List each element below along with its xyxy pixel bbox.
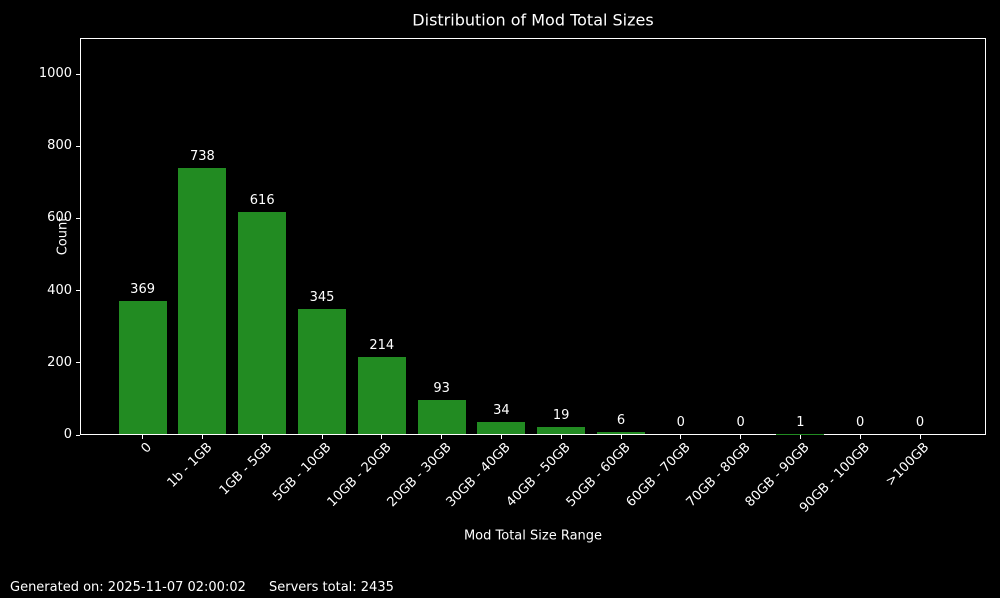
bar — [178, 167, 227, 434]
y-tick-mark — [76, 290, 80, 292]
footer: Generated on: 2025-11-07 02:00:02 Server… — [10, 580, 394, 595]
bar-value-label: 6 — [616, 412, 626, 428]
bottom-divider-line — [0, 598, 1000, 600]
bar — [357, 356, 406, 434]
x-tick-label: 1b - 1GB — [164, 440, 216, 491]
y-axis-label: Count — [55, 216, 71, 256]
bar-value-label: 0 — [736, 415, 745, 430]
bar-value-label: 1 — [796, 414, 805, 430]
x-axis-label: Mod Total Size Range — [463, 528, 603, 544]
bar-value-label: 214 — [369, 337, 395, 353]
x-tick-mark — [680, 435, 682, 439]
y-tick-label: 600 — [47, 210, 72, 226]
y-tick-label: 800 — [47, 138, 72, 154]
bar-value-label: 345 — [309, 290, 335, 306]
plot-area — [80, 38, 986, 435]
x-tick-mark — [321, 435, 323, 439]
y-tick-label: 200 — [47, 354, 72, 370]
x-tick-mark — [919, 435, 921, 439]
bar-value-label: 0 — [856, 415, 865, 430]
y-tick-label: 0 — [63, 427, 72, 442]
x-tick-label: 5GB - 10GB — [270, 440, 335, 505]
x-tick-mark — [261, 435, 263, 439]
y-tick-mark — [76, 362, 80, 364]
bar — [298, 309, 346, 434]
y-tick-mark — [76, 217, 80, 219]
footer-servers-total: Servers total: 2435 — [269, 580, 394, 595]
x-tick-mark — [560, 435, 562, 439]
x-tick-mark — [500, 435, 502, 439]
bar — [118, 300, 167, 434]
bar-value-label: 616 — [249, 192, 275, 208]
x-tick-mark — [441, 435, 443, 439]
bar-value-label: 0 — [915, 415, 925, 430]
x-tick-mark — [381, 435, 383, 439]
bar-value-label: 34 — [493, 402, 510, 418]
x-tick-mark — [740, 435, 742, 439]
bar — [238, 211, 287, 434]
x-tick-mark — [799, 435, 801, 439]
bar-value-label: 19 — [552, 408, 570, 424]
bar — [537, 427, 586, 434]
bar — [597, 431, 645, 434]
x-tick-mark — [201, 435, 203, 439]
bar-value-label: 93 — [433, 381, 450, 397]
y-tick-label: 1000 — [38, 66, 72, 82]
y-tick-label: 400 — [47, 282, 72, 298]
x-tick-label: >100GB — [883, 440, 933, 490]
bar-value-label: 369 — [130, 281, 156, 297]
x-tick-label: 1GB - 5GB — [216, 440, 275, 499]
bar — [477, 421, 526, 434]
x-tick-mark — [859, 435, 861, 439]
y-tick-mark — [76, 434, 80, 436]
footer-generated-text: Generated on: 2025-11-07 02:00:02 — [10, 580, 246, 595]
bar — [417, 400, 466, 434]
bar-value-label: 738 — [189, 148, 215, 164]
y-tick-mark — [76, 73, 80, 75]
bar-value-label: 0 — [676, 415, 685, 430]
x-tick-mark — [142, 435, 144, 439]
chart-title: Distribution of Mod Total Sizes — [412, 10, 654, 30]
x-tick-label: 0 — [138, 440, 156, 457]
y-tick-mark — [76, 145, 80, 147]
x-tick-mark — [620, 435, 622, 439]
